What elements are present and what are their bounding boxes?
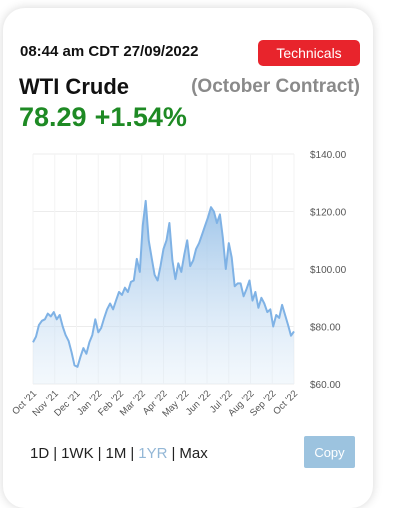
copy-button[interactable]: Copy xyxy=(304,436,355,468)
timestamp: 08:44 am CDT 27/09/2022 xyxy=(20,43,199,60)
x-tick-label: Oct '22 xyxy=(271,388,300,417)
range-separator: | xyxy=(130,445,135,462)
range-separator: | xyxy=(97,445,102,462)
instrument-title: WTI Crude xyxy=(19,74,129,99)
range-selector: 1D | 1WK | 1M | 1YR | Max xyxy=(30,445,208,462)
y-tick-label: $120.00 xyxy=(310,208,347,219)
price-change: +1.54% xyxy=(94,102,187,132)
range-1d[interactable]: 1D xyxy=(30,445,50,462)
technicals-button[interactable]: Technicals xyxy=(258,40,360,66)
price-value: 78.29 xyxy=(19,102,87,132)
price-line: 78.29 +1.54% xyxy=(19,102,195,133)
y-tick-label: $100.00 xyxy=(310,265,347,276)
range-max[interactable]: Max xyxy=(179,445,208,462)
price-line-series xyxy=(32,199,295,368)
contract-label: (October Contract) xyxy=(191,76,360,97)
x-tick-label: Jun '22 xyxy=(184,388,213,417)
range-1wk[interactable]: 1WK xyxy=(61,445,94,462)
y-tick-label: $80.00 xyxy=(310,323,341,334)
y-tick-label: $60.00 xyxy=(310,380,341,391)
y-tick-label: $140.00 xyxy=(310,150,347,161)
range-separator: | xyxy=(171,445,176,462)
range-1m[interactable]: 1M xyxy=(105,445,127,462)
range-1yr[interactable]: 1YR xyxy=(138,445,168,462)
range-separator: | xyxy=(53,445,58,462)
